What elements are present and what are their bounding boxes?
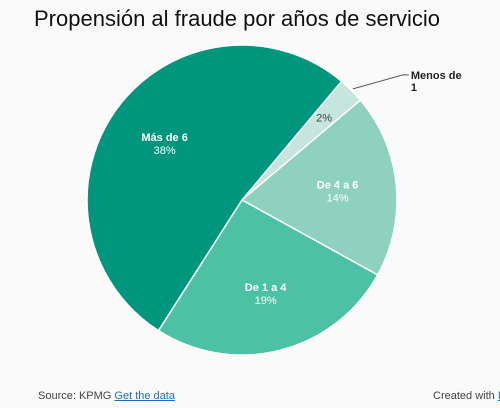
slice-percent-3: 38%	[154, 145, 176, 157]
pie-labels: 2% Menos de 1 De 4 a 614% De 1 a 419% Más de …	[141, 70, 461, 307]
footer-source: Source: KPMG Get the data	[38, 390, 175, 402]
slice-percent-1: 14%	[327, 193, 349, 205]
slice-percent-2: 19%	[255, 295, 277, 307]
slice-name-0: Menos de 1	[411, 70, 462, 94]
footer-credit: Created with I	[433, 390, 500, 402]
slice-name-3: Más de 6	[141, 132, 187, 144]
source-text: Source: KPMG	[38, 390, 112, 402]
pie-slices	[86, 44, 398, 356]
slice-name-2: De 1 a 4	[245, 282, 287, 294]
created-with-link[interactable]: I	[497, 390, 500, 402]
pie-slice-2[interactable]	[157, 199, 379, 356]
slice-percent-0: 2%	[316, 113, 332, 125]
pie-slice-3[interactable]	[86, 44, 343, 332]
created-with-text: Created with	[433, 390, 495, 402]
leader-line-0	[352, 74, 409, 90]
get-data-link[interactable]: Get the data	[114, 390, 175, 402]
chart-title: Propensión al fraude por años de servici…	[34, 6, 441, 31]
slice-name-1: De 4 a 6	[317, 180, 359, 192]
pie-slice-1[interactable]	[240, 99, 398, 276]
